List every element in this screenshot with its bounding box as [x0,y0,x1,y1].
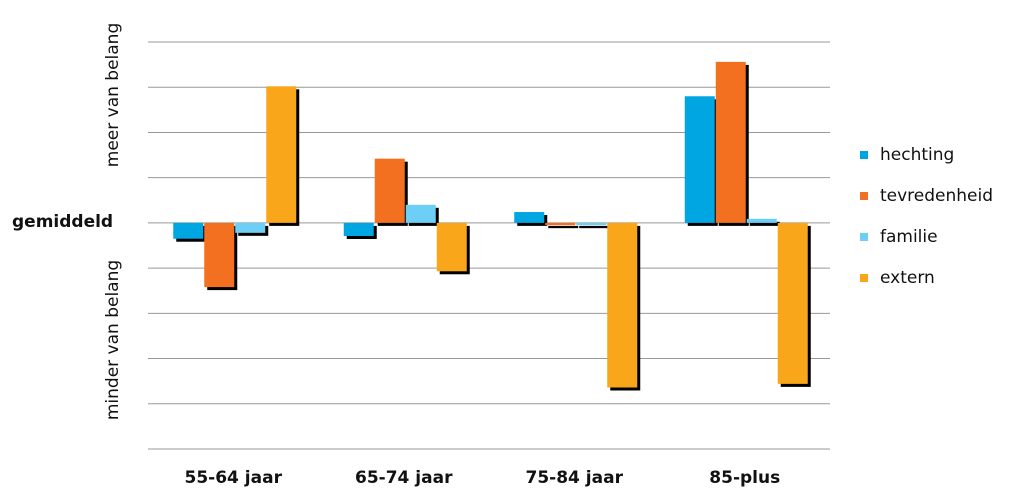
bar [266,86,297,223]
bar [746,218,777,223]
bar [405,204,436,223]
bar [777,222,808,384]
legend-label: tevredenheid [880,186,993,206]
x-tick-label: 75-84 jaar [526,468,624,488]
bar-shadow [579,225,610,229]
bar [235,222,266,233]
x-tick-label: 65-74 jaar [355,468,453,488]
bar [607,222,638,388]
bar-shadow [548,225,579,229]
y-label-middle: gemiddeld [12,212,113,232]
bar [204,222,235,288]
bar [173,222,204,239]
legend-swatch [860,233,868,241]
bar-shadow [749,221,780,226]
legend-swatch [860,151,868,159]
bar [684,96,715,223]
legend-label: extern [880,268,935,288]
bar [343,222,374,237]
legend-label: familie [880,227,938,247]
bar [545,222,576,226]
bar [576,222,607,226]
bar [715,61,746,223]
legend-swatch [860,274,868,282]
legend-label: hechting [880,145,954,165]
bar [374,158,405,223]
x-tick-label: 55-64 jaar [185,468,283,488]
y-label-top: meer van belang [103,23,123,167]
bar [514,212,545,223]
legend-swatch [860,192,868,200]
x-tick-label: 85-plus [709,468,780,488]
bar [436,222,467,272]
y-label-bottom: minder van belang [103,260,123,420]
